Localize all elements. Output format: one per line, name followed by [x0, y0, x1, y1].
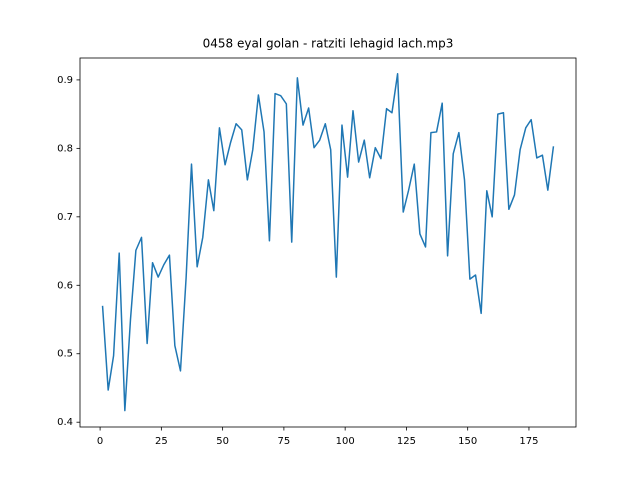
y-tick-label: 0.4 — [57, 417, 73, 428]
x-tick-label: 150 — [458, 436, 477, 447]
x-tick-label: 0 — [97, 436, 103, 447]
y-tick-label: 0.6 — [57, 280, 73, 291]
chart-title: 0458 eyal golan - ratziti lehagid lach.m… — [203, 37, 454, 51]
x-tick-label: 175 — [519, 436, 538, 447]
x-tick-label: 50 — [216, 436, 229, 447]
x-tick-label: 25 — [155, 436, 168, 447]
x-tick-label: 75 — [278, 436, 291, 447]
y-tick-label: 0.8 — [57, 143, 73, 154]
y-tick-label: 0.7 — [57, 212, 73, 223]
x-tick-label: 100 — [336, 436, 355, 447]
y-tick-label: 0.9 — [57, 75, 73, 86]
x-tick-label: 125 — [397, 436, 416, 447]
data-line — [101, 72, 555, 412]
plot-frame — [79, 57, 577, 428]
y-tick-label: 0.5 — [57, 349, 73, 360]
